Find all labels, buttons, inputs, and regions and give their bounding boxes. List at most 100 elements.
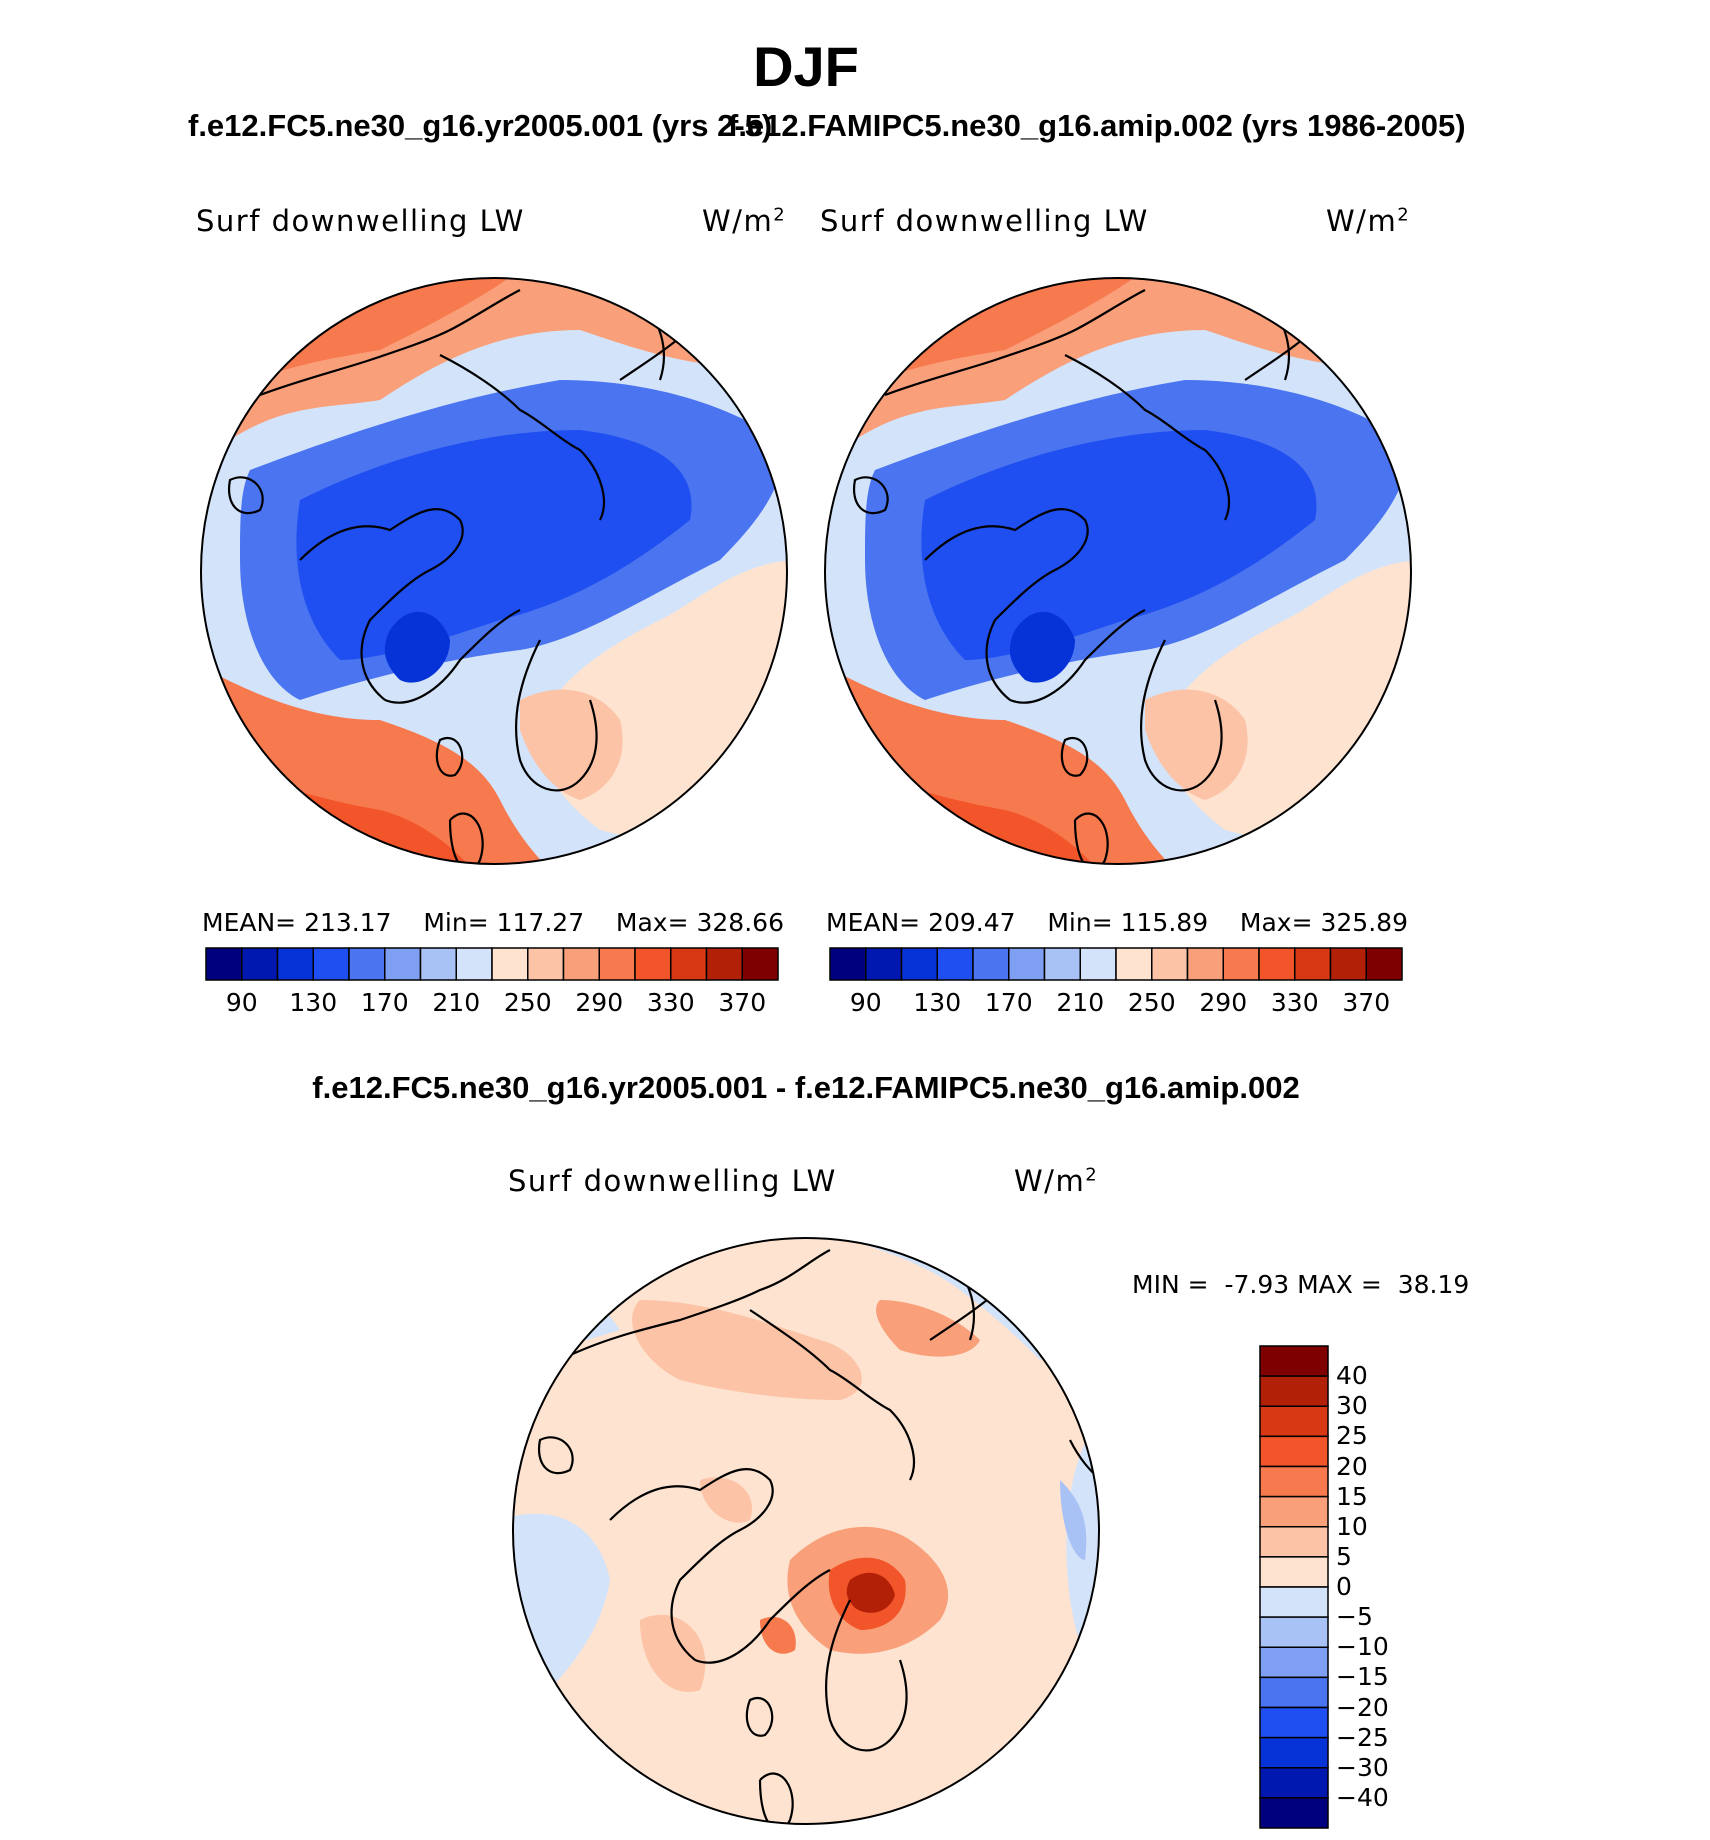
- map3-field: [513, 1238, 1099, 1824]
- colorbar-tick-label: 330: [646, 988, 695, 1017]
- colorbar-swatch: [1043, 947, 1081, 981]
- colorbar-tick-label: 330: [1270, 988, 1319, 1017]
- colorbar-tick-label: 170: [984, 988, 1033, 1017]
- case-title-left: f.e12.FC5.ne30_g16.yr2005.001 (yrs 2-5): [188, 108, 773, 143]
- colorbar-tick-label: 0: [1336, 1572, 1352, 1601]
- panel3-variable: Surf downwelling LW: [508, 1164, 837, 1198]
- colorbar-tick-label: 40: [1336, 1361, 1368, 1391]
- colorbar-tick-label: 210: [1056, 988, 1105, 1017]
- colorbar-swatch: [1222, 947, 1260, 981]
- colorbar-swatch: [865, 947, 903, 981]
- colorbar-swatch: [1008, 947, 1046, 981]
- colorbar-swatch: [1079, 947, 1117, 981]
- colorbar-swatch: [1329, 947, 1367, 981]
- colorbar-swatch: [527, 947, 565, 981]
- colorbar-tick-label: 10: [1336, 1511, 1368, 1541]
- colorbar-swatch: [1259, 1646, 1329, 1679]
- main-title: DJF: [753, 35, 859, 98]
- colorbar-tick-label: −20: [1336, 1692, 1389, 1722]
- colorbar-tick-label: 90: [849, 988, 882, 1017]
- panel1-min: 117.27: [496, 908, 585, 937]
- panel2-mean: 209.47: [928, 908, 1016, 937]
- colorbar-tick-label: 290: [575, 988, 624, 1017]
- colorbar-swatch: [1259, 1797, 1329, 1829]
- map1-field: [201, 278, 787, 864]
- colorbar-2: [829, 947, 1403, 981]
- colorbar-2-ticks: 90 130 170 210 250 290 330 370: [830, 988, 1402, 1018]
- panel3-min: -7.93: [1224, 1270, 1290, 1299]
- colorbar-1: [205, 947, 779, 981]
- colorbar-swatch: [741, 947, 779, 981]
- panel1-units: W/m2: [702, 204, 787, 238]
- colorbar-swatch: [1115, 947, 1153, 981]
- colorbar-swatch: [1365, 947, 1403, 981]
- colorbar-swatch: [205, 947, 243, 981]
- colorbar-tick-label: 90: [225, 988, 258, 1017]
- colorbar-swatch: [1186, 947, 1224, 981]
- colorbar-swatch: [1294, 947, 1332, 981]
- colorbar-tick-label: 5: [1336, 1541, 1352, 1571]
- colorbar-swatch: [491, 947, 529, 981]
- colorbar-tick-label: 370: [718, 988, 767, 1017]
- colorbar-tick-label: 290: [1199, 988, 1248, 1017]
- colorbar-3: [1259, 1345, 1329, 1829]
- colorbar-swatch: [276, 947, 314, 981]
- colorbar-swatch: [455, 947, 493, 981]
- panel1-mean: 213.17: [304, 908, 392, 937]
- colorbar-swatch: [1259, 1526, 1329, 1558]
- colorbar-tick-label: 20: [1336, 1451, 1368, 1481]
- colorbar-tick-label: 30: [1336, 1391, 1368, 1421]
- colorbar-tick-label: 15: [1336, 1481, 1368, 1511]
- colorbar-swatch: [1259, 1435, 1329, 1468]
- colorbar-tick-label: 130: [913, 988, 962, 1017]
- colorbar-swatch: [1259, 1556, 1329, 1588]
- colorbar-swatch: [598, 947, 636, 981]
- colorbar-tick-label: 370: [1342, 988, 1391, 1017]
- panel3-stats: MIN = -7.93 MAX = 38.19: [1132, 1270, 1470, 1299]
- colorbar-swatch: [1259, 1676, 1329, 1709]
- colorbar-swatch: [419, 947, 457, 981]
- colorbar-tick-label: 250: [503, 988, 552, 1017]
- colorbar-swatch: [670, 947, 708, 981]
- colorbar-1-ticks: 90 130 170 210 250 290 330 370: [206, 988, 778, 1018]
- colorbar-swatch: [1259, 1706, 1329, 1739]
- panel1-variable: Surf downwelling LW: [196, 204, 525, 238]
- colorbar-swatch: [900, 947, 938, 981]
- panel2-variable: Surf downwelling LW: [820, 204, 1149, 238]
- colorbar-tick-label: 210: [432, 988, 481, 1017]
- panel2-min: 115.89: [1120, 908, 1209, 937]
- colorbar-swatch: [1259, 1736, 1329, 1769]
- colorbar-3-ticks: 40 30 25 20 15 10 5 0 −5 −10 −15 −20 −25 −30 −40: [1336, 1346, 1416, 1828]
- panel1-max: 328.66: [696, 908, 784, 937]
- colorbar-tick-label: −40: [1336, 1782, 1389, 1812]
- colorbar-swatch: [1259, 1767, 1329, 1799]
- colorbar-swatch: [1259, 1375, 1329, 1407]
- colorbar-tick-label: 170: [360, 988, 409, 1017]
- colorbar-swatch: [634, 947, 672, 981]
- colorbar-swatch: [241, 947, 279, 981]
- panel2-max: 325.89: [1320, 908, 1408, 937]
- map1-border: [200, 277, 788, 865]
- colorbar-swatch: [1259, 1495, 1329, 1528]
- colorbar-tick-label: −15: [1336, 1662, 1389, 1692]
- colorbar-swatch: [829, 947, 867, 981]
- colorbar-swatch: [1259, 1345, 1329, 1377]
- colorbar-swatch: [312, 947, 350, 981]
- colorbar-tick-label: 130: [289, 988, 338, 1017]
- diff-title: f.e12.FC5.ne30_g16.yr2005.001 - f.e12.FA…: [312, 1070, 1300, 1105]
- colorbar-swatch: [1151, 947, 1189, 981]
- colorbar-swatch: [705, 947, 743, 981]
- colorbar-swatch: [348, 947, 386, 981]
- colorbar-swatch: [1259, 1465, 1329, 1498]
- panel3-units: W/m2: [1014, 1164, 1099, 1198]
- colorbar-tick-label: −5: [1336, 1602, 1373, 1632]
- map2-border: [824, 277, 1412, 865]
- colorbar-tick-label: −30: [1336, 1752, 1389, 1782]
- case-title-right: f.e12.FAMIPC5.ne30_g16.amip.002 (yrs 198…: [728, 108, 1466, 143]
- colorbar-swatch: [1259, 1616, 1329, 1648]
- colorbar-tick-label: 25: [1336, 1421, 1368, 1451]
- panel2-stats: MEAN= 209.47 Min= 115.89 Max= 325.89: [826, 908, 1408, 937]
- colorbar-swatch: [384, 947, 422, 981]
- colorbar-tick-label: −25: [1336, 1722, 1389, 1752]
